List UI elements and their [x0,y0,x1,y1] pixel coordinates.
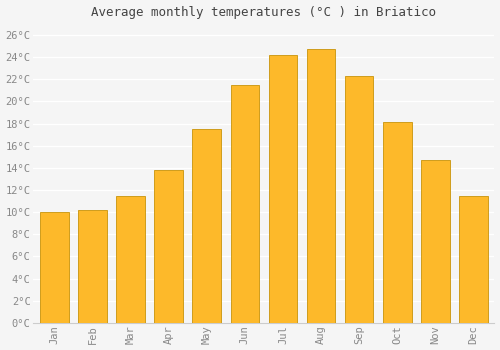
Bar [383,122,412,323]
Bar [345,76,374,323]
Bar [307,49,336,323]
Bar [459,196,488,323]
Title: Average monthly temperatures (°C ) in Briatico: Average monthly temperatures (°C ) in Br… [92,6,436,19]
Bar [192,129,221,323]
Bar [116,196,145,323]
Bar [230,85,259,323]
Bar [421,160,450,323]
Bar [40,212,68,323]
Bar [268,55,297,323]
Bar [154,170,183,323]
Bar [78,210,106,323]
